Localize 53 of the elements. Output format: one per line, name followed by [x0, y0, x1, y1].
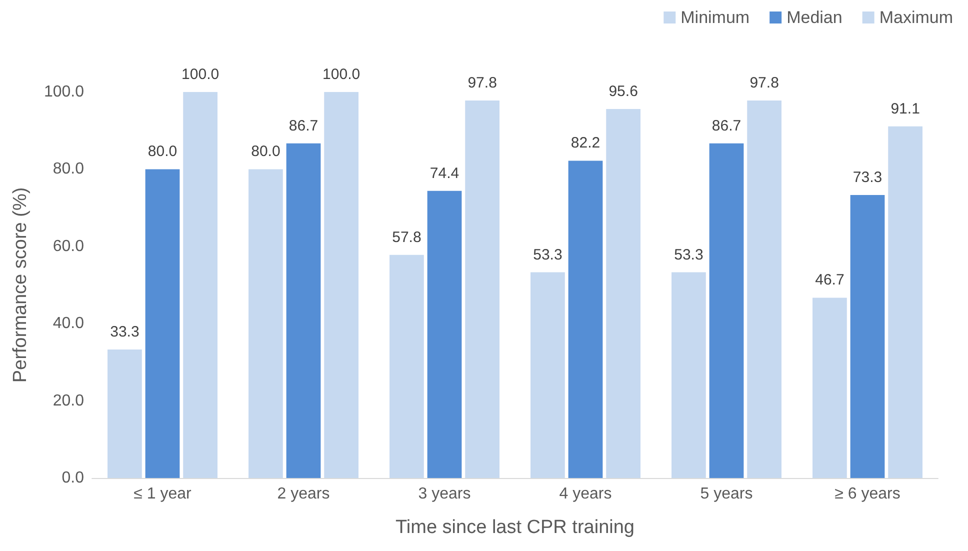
bar	[850, 195, 885, 478]
bar	[108, 349, 142, 478]
y-tick-label: 80.0	[52, 160, 84, 178]
x-tick-label: ≤ 1 year	[134, 486, 192, 502]
data-label: 86.7	[288, 117, 318, 134]
data-label: 95.6	[608, 82, 638, 100]
legend-label: Maximum	[879, 8, 954, 27]
bar	[747, 100, 782, 478]
x-tick-label: ≥ 6 years	[834, 486, 900, 502]
legend-label: Median	[786, 8, 842, 27]
y-tick-label: 0.0	[62, 470, 84, 486]
bar	[248, 169, 283, 478]
x-tick-label: 2 years	[277, 486, 330, 502]
bar	[427, 190, 462, 478]
x-axis-title: Time since last CPR training	[396, 517, 634, 538]
data-label: 53.3	[533, 246, 562, 264]
data-label: 53.3	[674, 246, 704, 264]
bar	[530, 272, 565, 478]
y-tick-label: 60.0	[52, 238, 84, 255]
bar	[183, 92, 218, 478]
x-tick-label: 4 years	[559, 486, 612, 502]
y-tick-label: 20.0	[52, 392, 84, 410]
bar	[606, 108, 640, 478]
bar	[145, 169, 180, 478]
bar	[390, 254, 424, 478]
y-tick-label: 100.0	[44, 84, 84, 100]
bar	[324, 92, 358, 478]
bar	[888, 126, 922, 478]
legend-label: Minimum	[680, 8, 750, 27]
x-tick-label: 5 years	[700, 486, 753, 502]
data-label: 80.0	[148, 143, 178, 160]
data-label: 46.7	[815, 272, 844, 289]
data-label: 82.2	[570, 134, 600, 152]
bar	[465, 100, 500, 478]
bar	[812, 298, 847, 478]
data-label: 100.0	[182, 66, 220, 83]
data-label: 80.0	[251, 143, 280, 160]
y-tick-label: 40.0	[52, 315, 84, 332]
bar	[568, 160, 603, 478]
data-label: 74.4	[430, 164, 460, 182]
data-label: 73.3	[852, 169, 882, 186]
data-label: 91.1	[890, 100, 920, 118]
data-label: 97.8	[750, 74, 779, 92]
data-label: 57.8	[392, 228, 422, 246]
bar	[672, 272, 706, 478]
data-label: 100.0	[322, 66, 360, 83]
y-axis-title: Performance score (%)	[10, 187, 31, 383]
bar	[286, 143, 321, 478]
data-label: 97.8	[468, 74, 497, 92]
x-tick-label: 3 years	[418, 486, 471, 502]
bar	[709, 143, 744, 478]
data-label: 33.3	[110, 323, 140, 340]
data-label: 86.7	[712, 117, 742, 134]
